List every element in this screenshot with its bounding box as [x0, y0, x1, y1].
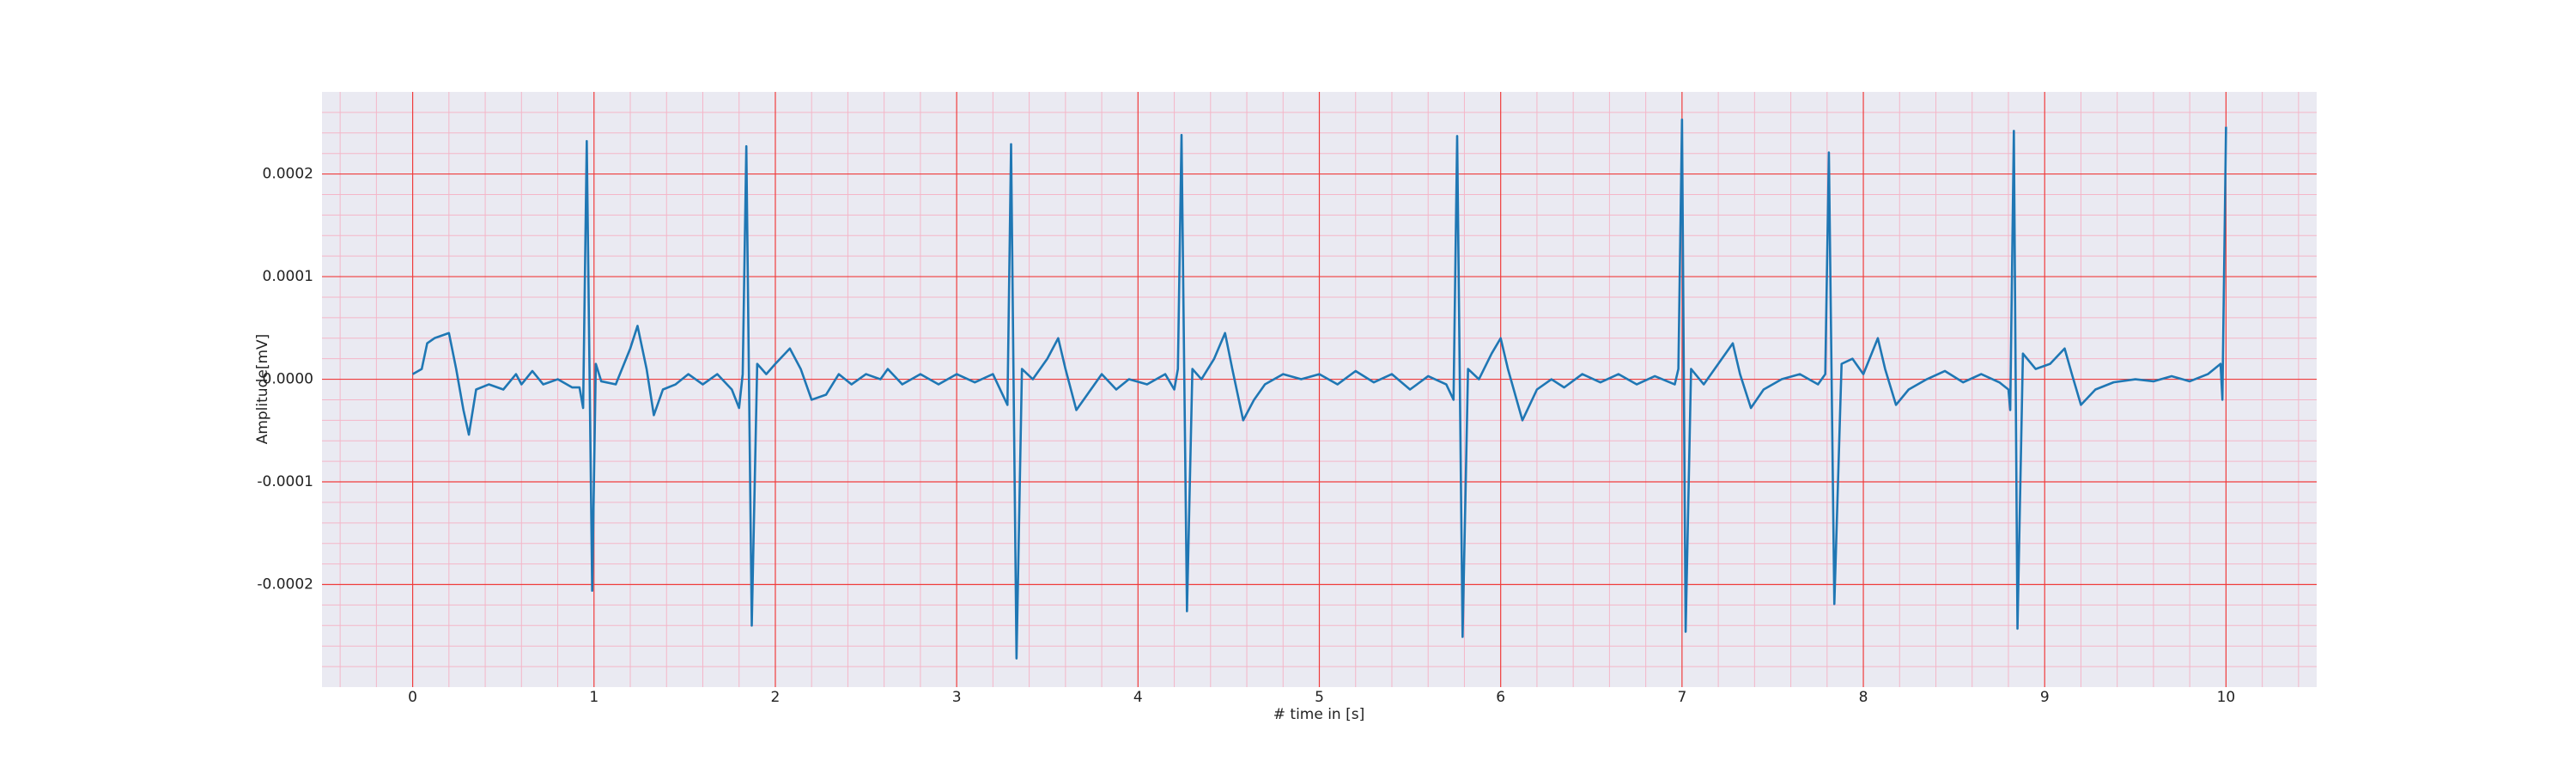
x-tick-label: 2	[771, 689, 781, 706]
y-tick-label: -0.0001	[257, 473, 313, 490]
y-tick-label: -0.0002	[257, 576, 313, 593]
x-tick-label: 7	[1677, 689, 1686, 706]
plot-area	[322, 92, 2317, 687]
ecg-line	[411, 118, 2227, 660]
x-tick-label: 6	[1496, 689, 1505, 706]
y-tick-label: 0.0002	[263, 166, 313, 183]
x-tick-label: 0	[408, 689, 417, 706]
x-tick-label: 8	[1859, 689, 1868, 706]
x-tick-label: 4	[1133, 689, 1143, 706]
x-tick-label: 10	[2217, 689, 2236, 706]
y-tick-label: 0.0001	[263, 268, 313, 285]
x-axis-label: # time in [s]	[1273, 706, 1364, 723]
y-axis-label: Amplitude[mV]	[254, 334, 271, 445]
y-tick-label: 0.0000	[263, 371, 313, 388]
x-tick-label: 3	[952, 689, 962, 706]
x-tick-label: 9	[2040, 689, 2050, 706]
x-tick-label: 5	[1315, 689, 1324, 706]
x-tick-label: 1	[589, 689, 598, 706]
